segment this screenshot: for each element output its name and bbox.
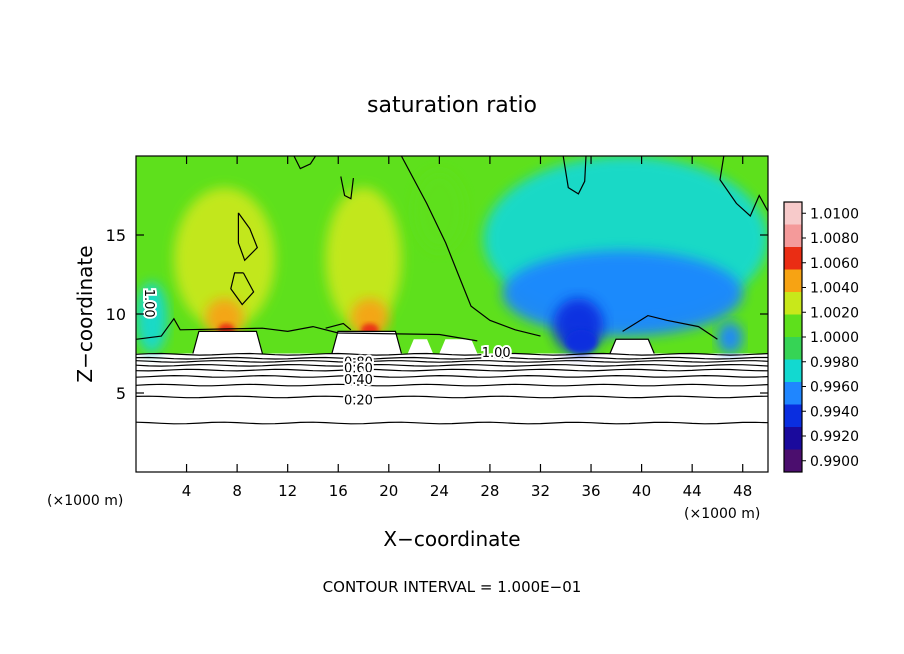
contour-line [136,395,768,399]
cloud-cap [439,339,478,354]
x-tick-label: 8 [232,482,242,500]
contour-lines [136,156,768,425]
cloud-cap-contour [331,330,403,354]
cloud-cap [331,331,402,354]
contour-line [562,156,587,195]
colorbar-label: 0.9940 [810,404,859,420]
colorbar-swatch [784,202,802,225]
colorbar-swatch [784,314,802,337]
contour-label: 1.00 [141,289,156,318]
cloud-cap [407,339,434,354]
contour-interval-note: CONTOUR INTERVAL = 1.000E−01 [323,578,582,596]
contour-label: 0.60 [344,362,373,377]
contour-line [237,212,259,262]
contour-line [136,317,478,342]
contour-labels: 1.00 0.800.600.40 0.20 1.00 [139,287,513,411]
field-patch [350,298,389,338]
colorbar-label: 0.9900 [810,454,859,470]
field-patch [717,321,743,354]
colorbar-swatch [784,382,802,405]
y-tick-label: 10 [106,305,126,324]
x-units-left: (×1000 m) [47,493,123,509]
y-axis-label: Z−coordinate [73,245,97,382]
boundary-layer-fill [136,353,768,472]
colorbar-label: 0.9980 [810,355,859,371]
x-tick-label: 4 [182,482,192,500]
colorbar-label: 1.0040 [810,281,859,297]
field-patch [325,187,402,330]
y-tick-label: 15 [106,226,126,245]
contour-line [136,352,768,356]
colorbar-label: 1.0060 [810,256,859,272]
contour-label: 0.80 [344,355,373,370]
contour-line [719,156,768,218]
colorbar-swatch [784,337,802,360]
y-tick-label: 5 [116,384,126,403]
colorbar-label: 1.0080 [810,231,859,247]
x-tick-label: 16 [329,482,348,500]
contour-line [136,421,768,425]
colorbar-swatch [784,224,802,247]
x-tick-label: 44 [683,482,702,500]
colorbar-swatch [784,449,802,472]
field-patch [502,250,743,337]
contour-line [136,363,768,367]
x-tick-label: 20 [379,482,398,500]
contour-label: 0.40 [344,373,373,388]
x-tick-label: 32 [531,482,550,500]
field-patch [565,329,598,354]
x-axis-label: X−coordinate [383,527,520,551]
x-tick-label: 28 [480,482,499,500]
contour-line [136,374,768,378]
field-patch [173,187,276,330]
colorbar-label: 1.0100 [810,206,859,222]
colorbar-swatch [784,269,802,292]
cloud-cap-contour [609,338,655,354]
contour-label: 1.00 [482,346,511,361]
contour-line [136,368,768,372]
contour-line [230,272,255,306]
saturation-field [136,156,768,472]
x-tick-label: 24 [430,482,449,500]
colorbar: 0.9900 0.9920 0.9940 0.9960 0.9980 1.0000 1.00… [783,201,859,473]
contour-line [622,314,718,340]
x-axis-ticks: 4 8 12 16 20 24 28 32 36 40 44 48 [182,156,752,500]
colorbar-label: 1.0020 [810,305,859,321]
x-tick-label: 36 [581,482,600,500]
field-patch [414,171,465,251]
colorbar-label: 0.9960 [810,380,859,396]
x-tick-label: 40 [632,482,651,500]
x-tick-label: 12 [278,482,297,500]
cloud-cap [610,339,655,354]
cloud-cap [192,331,263,354]
contour-line [136,383,768,387]
contour-line [340,176,354,200]
x-units-right: (×1000 m) [684,506,760,522]
contour-line [293,156,317,170]
x-tick-label: 48 [733,482,752,500]
colorbar-swatch [784,427,802,450]
colorbar-label: 0.9920 [810,429,859,445]
contour-line [400,156,541,337]
colorbar-label: 1.0000 [810,330,859,346]
y-axis-ticks: 5 10 15 [106,226,768,403]
colorbar-swatch [784,404,802,427]
colorbar-swatch [784,247,802,270]
contour-label: 0.20 [344,393,373,408]
cloud-cap-contour [192,330,263,354]
colorbar-swatch [784,292,802,315]
chart-title: saturation ratio [367,93,537,118]
contour-line [325,322,352,331]
contour-line [136,356,768,360]
colorbar-swatch [784,359,802,382]
contour-line [136,360,768,363]
